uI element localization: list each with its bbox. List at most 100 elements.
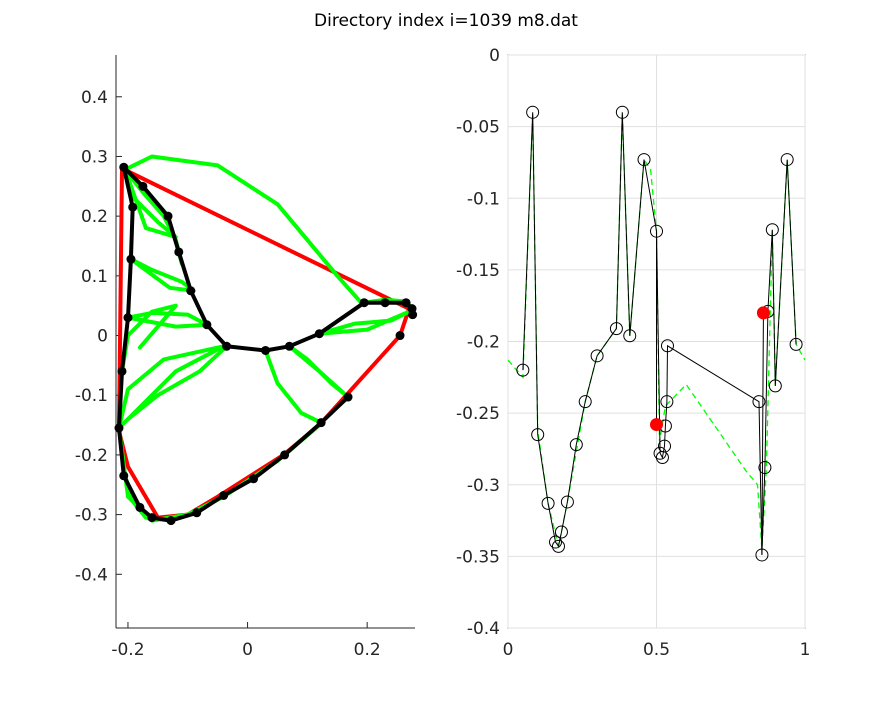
green-curve-series <box>263 348 324 425</box>
black-node-point <box>117 366 127 376</box>
black-node-point <box>219 490 229 500</box>
black-node-point <box>119 162 129 172</box>
left-axes-box <box>116 55 415 628</box>
data-marker-circle <box>516 363 530 377</box>
right-x-tick-label: 0.5 <box>643 640 670 660</box>
right-y-tick-label: 0 <box>489 46 500 66</box>
data-marker-circle <box>578 395 592 409</box>
data-marker-circle <box>758 461 772 475</box>
green-curve-series <box>126 344 229 422</box>
highlight-point <box>650 418 663 432</box>
black-node-point <box>401 298 411 308</box>
right-y-tick-label: -0.05 <box>456 118 500 138</box>
black-node-point <box>380 298 390 308</box>
green-curve-series <box>123 167 178 239</box>
black-node-point <box>135 502 145 512</box>
black-node-point <box>166 516 176 526</box>
black-node-point <box>222 341 232 351</box>
red-outline-series <box>117 166 411 520</box>
data-marker-circle <box>623 329 637 343</box>
black-node-point <box>202 320 212 330</box>
data-marker-circle <box>765 223 779 237</box>
green-curve-series <box>317 309 411 336</box>
black-node-point <box>408 310 418 320</box>
data-marker-circle <box>780 153 794 167</box>
green-curve-series <box>287 344 350 399</box>
left-plot-area <box>114 154 418 526</box>
black-skeleton-series <box>117 166 350 523</box>
data-marker-circle <box>549 535 563 549</box>
black-node-point <box>119 471 129 481</box>
highlight-point <box>756 306 770 320</box>
black-node-point <box>249 474 259 484</box>
black-node-point <box>186 286 196 296</box>
data-marker-circle <box>531 428 545 442</box>
black-node-point <box>174 247 184 257</box>
black-node-point <box>163 211 173 221</box>
data-marker-circle <box>789 337 803 351</box>
right-plot-area <box>507 105 806 562</box>
black-node-point <box>316 418 326 428</box>
right-x-tick-label: 0 <box>503 640 514 660</box>
data-marker-circle <box>609 322 623 336</box>
data-marker-circle <box>560 495 574 509</box>
left-y-tick-label: 0 <box>97 327 108 347</box>
black-node-point <box>284 341 294 351</box>
left-x-tick-label: 0.2 <box>354 640 381 660</box>
left-y-tick-label: 0.2 <box>81 207 108 227</box>
right-ticks: 0 0.5 1 0 -0.05 -0.1 -0.15 -0.2 -0.25 -0.3 -0.35 -0… <box>456 46 810 660</box>
left-y-tick-label: -0.1 <box>75 386 108 406</box>
black-node-point <box>128 202 138 212</box>
right-y-tick-label: -0.4 <box>467 619 500 639</box>
green-curve-series <box>123 154 364 305</box>
black-skeleton-series <box>226 300 415 353</box>
black-node-point <box>280 450 290 460</box>
highlight-connector <box>761 312 764 555</box>
green-curve-series <box>117 344 226 430</box>
black-node-point <box>114 423 124 433</box>
data-marker-circle <box>526 105 540 119</box>
left-panel: -0.2 0 0.2 0.4 0.3 0.2 0.1 0 -0.1 -0.2 -0.3 -0.4 <box>75 55 418 660</box>
left-y-tick-label: -0.4 <box>75 565 108 585</box>
data-marker-circle <box>569 438 583 452</box>
data-marker-circle <box>768 379 782 393</box>
data-marker-circle <box>551 539 565 553</box>
data-marker-circle <box>658 439 672 453</box>
left-x-tick-label: -0.2 <box>111 640 144 660</box>
black-node-point <box>138 181 148 191</box>
data-marker-circle <box>554 525 568 539</box>
right-y-tick-label: -0.15 <box>456 261 500 281</box>
left-y-tick-label: 0.4 <box>81 88 108 108</box>
data-marker-circle <box>660 395 674 409</box>
black-node-point <box>147 513 157 523</box>
left-y-tick-label: -0.3 <box>75 506 108 526</box>
black-node-point <box>123 313 133 323</box>
green-dashed-fit-series <box>507 112 806 550</box>
data-marker-circle <box>660 339 674 353</box>
black-node-point <box>314 329 324 339</box>
right-y-tick-label: -0.1 <box>467 189 500 209</box>
black-data-series <box>522 112 797 555</box>
black-node-point <box>359 298 369 308</box>
left-y-tick-label: 0.3 <box>81 147 108 167</box>
left-x-tick-label: 0 <box>242 640 253 660</box>
left-y-tick-label: 0.1 <box>81 267 108 287</box>
right-y-tick-label: -0.2 <box>467 333 500 353</box>
right-y-tick-label: -0.3 <box>467 476 500 496</box>
right-y-tick-label: -0.35 <box>456 547 500 567</box>
left-y-tick-label: -0.2 <box>75 446 108 466</box>
black-node-point <box>126 254 136 264</box>
data-marker-circle <box>752 395 766 409</box>
data-marker-circle <box>615 105 629 119</box>
black-node-point <box>192 508 202 518</box>
black-node-point <box>395 331 405 341</box>
black-node-point <box>343 392 353 402</box>
black-node-point <box>261 345 270 355</box>
right-y-tick-label: -0.25 <box>456 404 500 424</box>
data-marker-circle <box>590 349 604 363</box>
right-x-tick-label: 1 <box>800 640 811 660</box>
figure-title: Directory index i=1039 m8.dat <box>314 11 578 31</box>
data-marker-circle <box>541 496 555 510</box>
data-marker-circle <box>637 153 651 167</box>
